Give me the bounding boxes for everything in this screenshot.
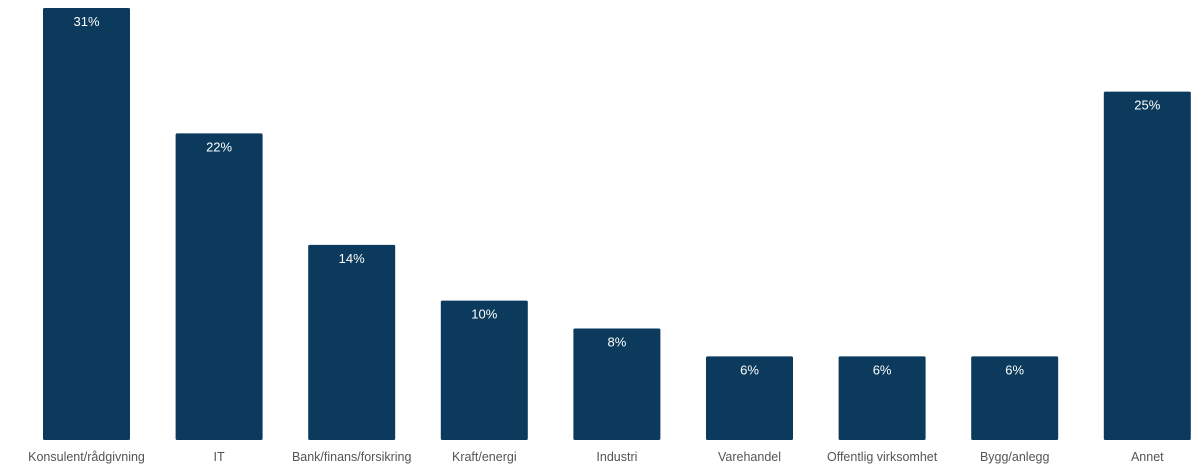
bar-8 — [971, 356, 1059, 440]
bar-value-label-9: 25% — [1134, 98, 1160, 113]
bar-3 — [308, 244, 396, 440]
bar-value-label-8: 6% — [1005, 362, 1024, 377]
category-label-4: Kraft/energi — [452, 450, 517, 464]
bar-value-label-2: 22% — [206, 139, 232, 154]
bar-value-label-6: 6% — [740, 362, 759, 377]
bars-group — [43, 8, 1191, 440]
category-label-5: Industri — [596, 450, 637, 464]
bar-value-label-7: 6% — [873, 362, 892, 377]
category-label-1: Konsulent/rådgivning — [28, 450, 145, 464]
bar-value-label-5: 8% — [608, 335, 627, 350]
category-label-7: Offentlig virksomhet — [827, 450, 938, 464]
bar-4 — [440, 300, 528, 440]
category-label-3: Bank/finans/forsikring — [292, 450, 412, 464]
value-labels-group: 31% 22% 14% 10% 8% 6% 6% 6% 25% — [73, 14, 1160, 377]
category-label-8: Bygg/anlegg — [980, 450, 1050, 464]
bar-1 — [43, 8, 130, 440]
category-label-2: IT — [214, 450, 225, 464]
bar-value-label-4: 10% — [471, 307, 497, 322]
category-labels-group: Konsulent/rådgivning IT Bank/finans/forsik… — [28, 450, 1164, 464]
bar-value-label-3: 14% — [339, 251, 365, 266]
category-label-9: Annet — [1131, 450, 1164, 464]
bar-9 — [1103, 91, 1191, 440]
bar-value-label-1: 31% — [73, 14, 99, 29]
bar-6 — [706, 356, 793, 440]
bar-5 — [573, 328, 661, 440]
bar-7 — [838, 356, 926, 440]
category-label-6: Varehandel — [718, 450, 781, 464]
bar-2 — [175, 133, 263, 440]
